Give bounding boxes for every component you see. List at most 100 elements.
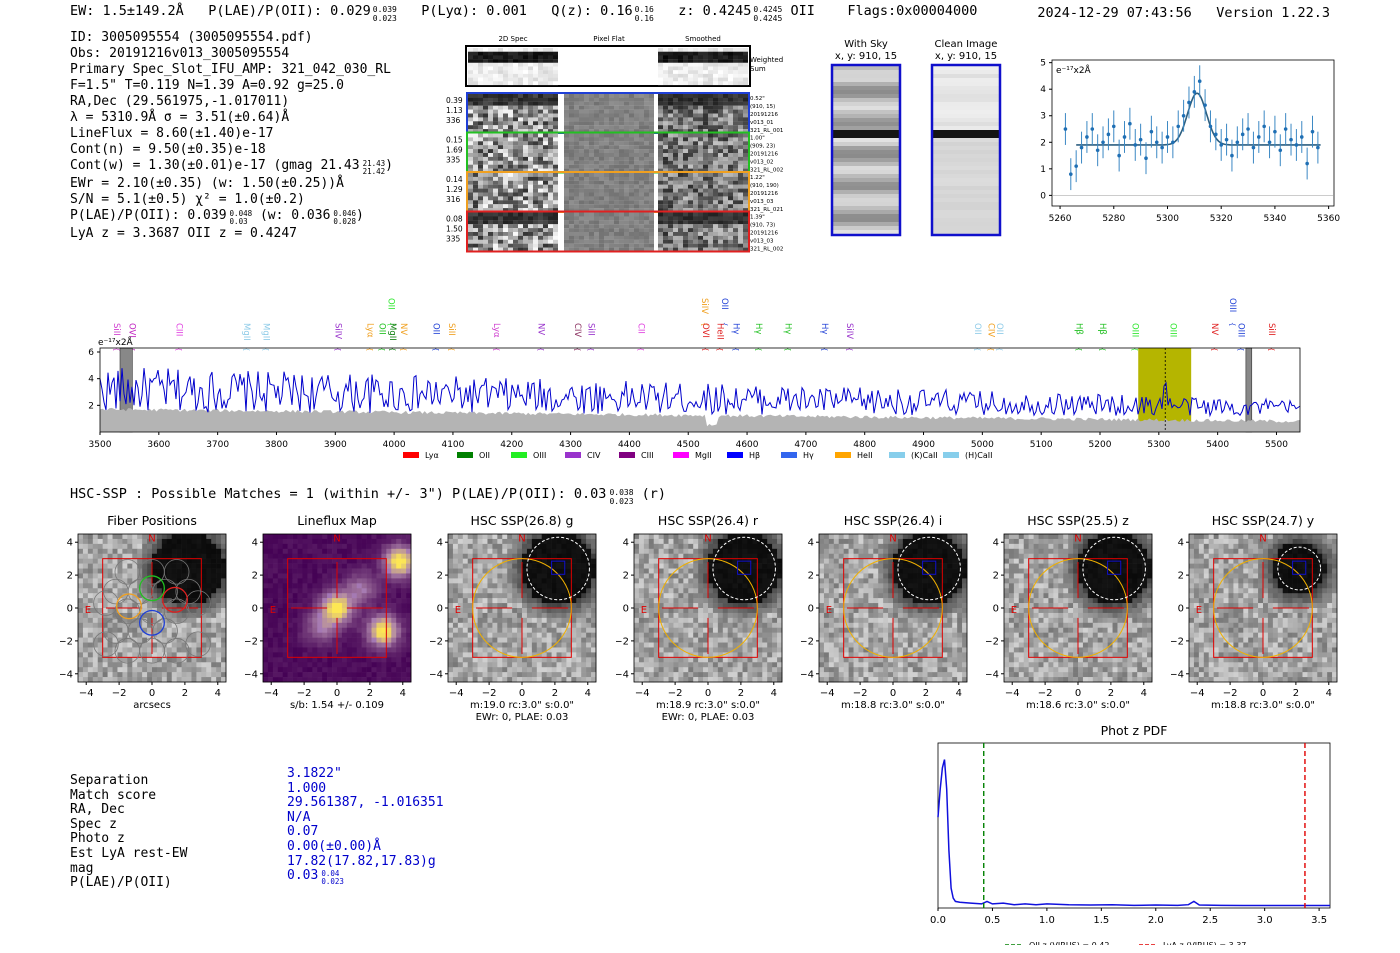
cutout-pixel <box>663 51 668 56</box>
hsc-pixel <box>147 558 153 564</box>
hsc-pixel <box>161 563 168 569</box>
hsc-pixel <box>297 662 303 668</box>
hsc-pixel <box>297 617 303 624</box>
hsc-pixel <box>386 573 392 579</box>
cutout-pixel <box>533 168 538 173</box>
cutout-pixel <box>663 70 668 74</box>
hsc-pixel <box>127 612 133 619</box>
hsc-pixel <box>156 573 163 579</box>
cutout-pixel <box>523 192 528 197</box>
cutout-pixel <box>488 51 493 56</box>
cutout-pixel <box>594 176 599 181</box>
cutout-pixel <box>528 101 533 106</box>
cutout-pixel <box>508 149 513 154</box>
cutout-pixel <box>678 121 683 126</box>
cutout-pixel <box>743 204 748 209</box>
hsc-pixel <box>82 588 89 594</box>
fiber-circle <box>163 638 190 664</box>
cutout-pixel <box>468 113 473 118</box>
cutout-pixel <box>589 156 594 161</box>
cutout-pixel <box>513 73 518 78</box>
hsc-pixel <box>287 534 293 540</box>
cutout-pixel <box>543 247 548 252</box>
hsc-pixel <box>381 583 387 589</box>
hsc-pixel <box>371 578 377 584</box>
hsc-pixel <box>457 553 464 559</box>
cutout-pixel <box>728 243 733 248</box>
cutout-pixel <box>523 125 528 130</box>
hsc-pixel <box>171 657 177 663</box>
hsc-pixel <box>337 662 343 668</box>
cutout-pixel <box>733 192 738 197</box>
info-gmag-hi: 21.43 <box>362 159 386 168</box>
hsc-pixel <box>366 677 372 683</box>
cutout-pixel <box>548 247 553 252</box>
cutout-pixel <box>743 192 748 197</box>
hsc-pixel <box>391 538 397 545</box>
cutout-pixel <box>932 154 1000 159</box>
cutout-pixel <box>639 164 644 169</box>
cutout-pixel <box>569 168 574 173</box>
hsc-pixel <box>191 543 197 550</box>
hsc-pixel <box>381 657 387 663</box>
cutout-pixel <box>594 164 599 169</box>
cutout-pixel <box>668 173 673 177</box>
cutout-pixel <box>493 51 498 56</box>
cutout-pixel <box>708 220 713 225</box>
cutout-pixel <box>723 208 728 213</box>
cutout-pixel <box>673 113 678 118</box>
cutout-pixel <box>503 109 508 114</box>
cutout-pixel <box>553 133 558 138</box>
hsc-pixel <box>312 662 318 668</box>
hsc-pixel <box>176 598 182 604</box>
hsc-pixel <box>332 622 338 629</box>
hsc-pixel <box>332 642 338 648</box>
hsc-pixel <box>186 662 192 668</box>
cutout-pixel <box>738 204 743 209</box>
cutout-pixel <box>728 101 733 106</box>
hsc-pixel <box>322 588 328 594</box>
zoom-point <box>1111 124 1116 129</box>
cutout-pixel <box>513 113 518 118</box>
hsc-pixel <box>97 603 103 609</box>
hsc-pixel <box>492 534 498 540</box>
cutout-pixel <box>644 121 649 126</box>
hsc-pixel <box>263 563 269 569</box>
cutout-pixel <box>723 168 728 173</box>
hsc-pixel <box>137 667 143 673</box>
hsc-pixel <box>302 593 308 599</box>
hsc-pixel <box>263 573 269 579</box>
cutout-pixel <box>698 113 703 118</box>
cutout-pixel <box>599 176 604 181</box>
cutout-pixel <box>658 109 663 114</box>
cutout-pixel <box>584 145 589 150</box>
hsc-pixel <box>477 553 483 559</box>
hsc-pixel <box>186 637 192 643</box>
hsc-pixel <box>267 568 274 574</box>
cutout-pixel <box>513 101 518 106</box>
cutout-pixel <box>673 55 678 60</box>
hsc-pixel <box>221 627 227 633</box>
cutout-pixel <box>693 168 698 173</box>
cutout-pixel <box>733 125 738 130</box>
cutout-pixel <box>668 137 673 142</box>
cutout-pixel <box>483 129 488 134</box>
hsc-pixel <box>287 558 293 564</box>
hsc-pixel <box>102 593 108 599</box>
hsc-pixel <box>221 647 227 653</box>
cutout-pixel <box>639 97 644 102</box>
cutout-pixel <box>599 160 604 165</box>
hsc-pixel <box>92 603 99 609</box>
cutout-pixel <box>663 129 668 134</box>
cutout-pixel <box>528 59 533 63</box>
cutout-pixel <box>932 178 1000 183</box>
header-version: Version 1.22.3 <box>1216 5 1330 21</box>
hsc-pixel <box>201 578 207 584</box>
cutout-pixel <box>728 149 733 154</box>
cutout-pixel <box>564 176 569 181</box>
hsc-pixel <box>337 632 343 638</box>
cutout-pixel <box>594 228 599 233</box>
hsc-pixel <box>332 548 338 555</box>
fiber-row-meta: 20191216 <box>750 152 778 158</box>
cutout-pixel <box>713 81 718 86</box>
